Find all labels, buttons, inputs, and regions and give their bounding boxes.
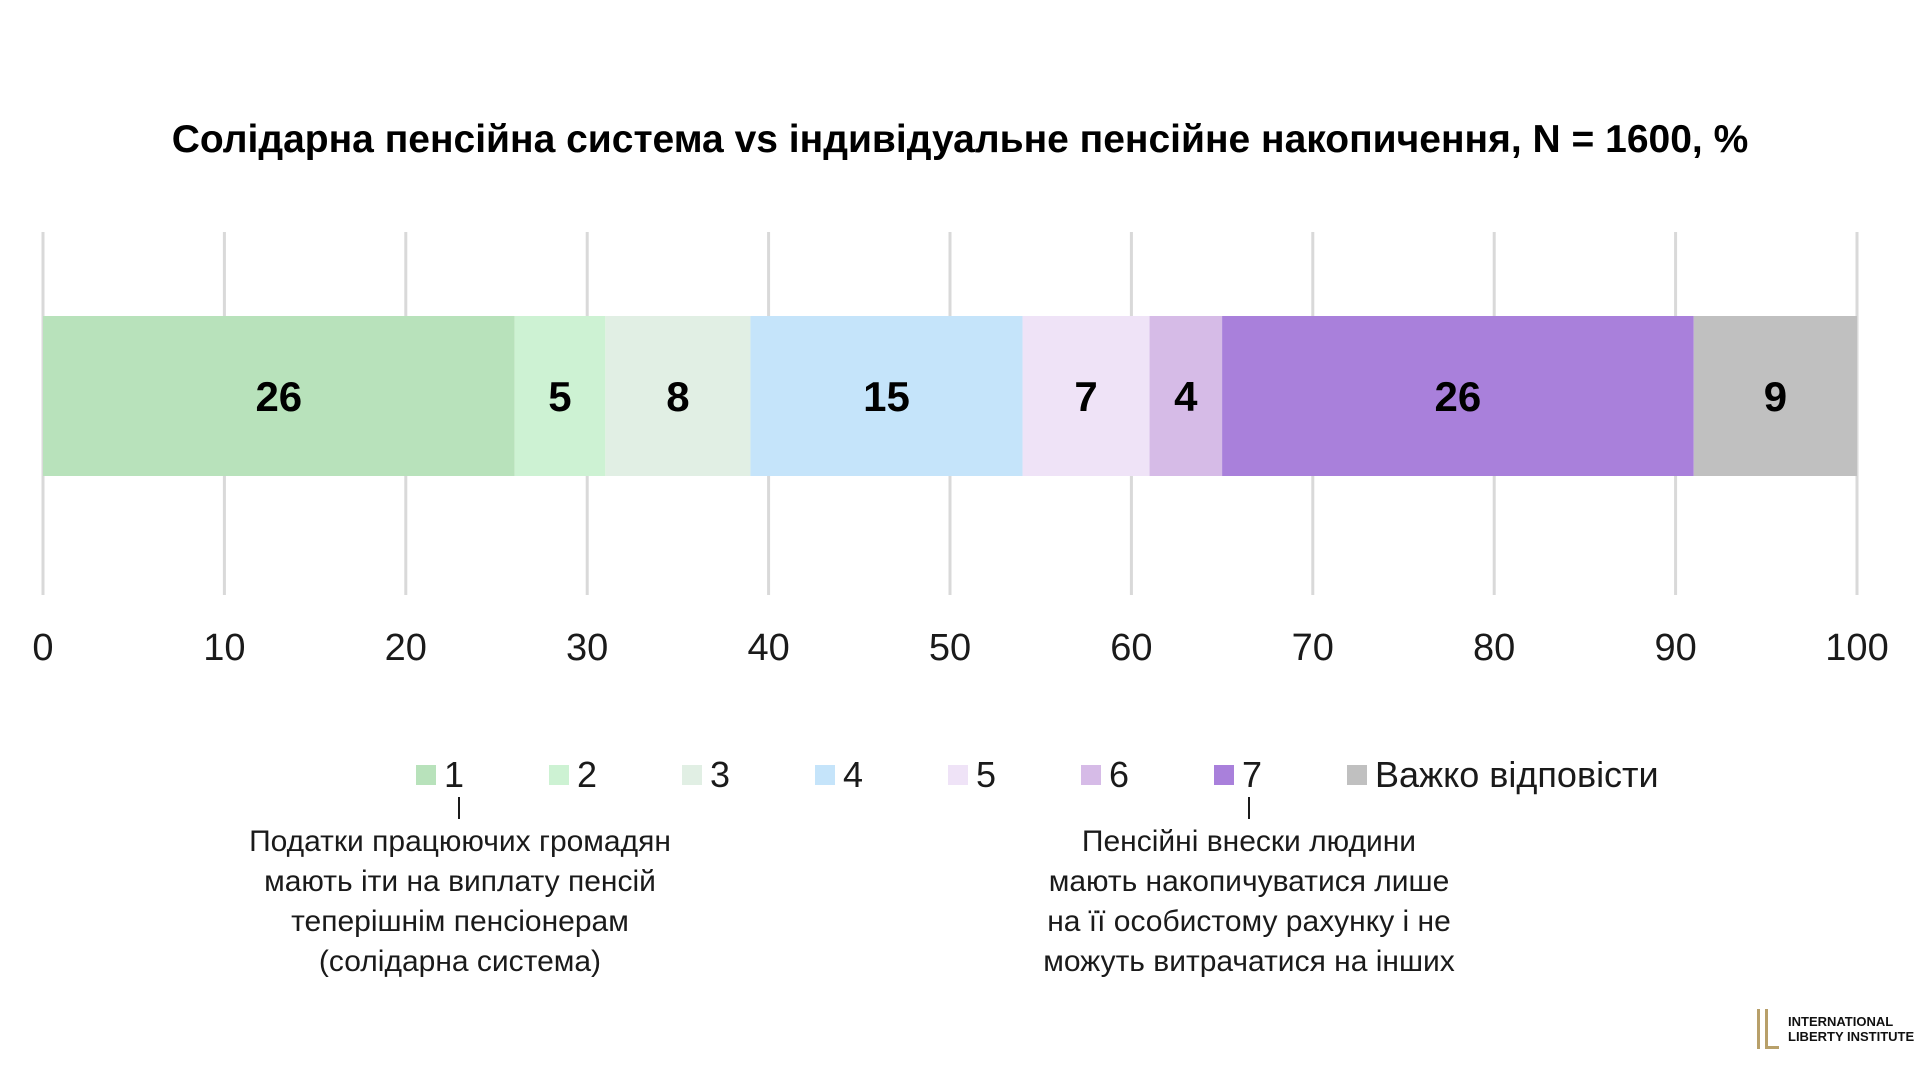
x-tick-label: 40 — [747, 627, 789, 669]
legend-item: 3 — [682, 754, 731, 795]
data-label: 4 — [1174, 373, 1198, 420]
x-tick-label: 20 — [385, 627, 427, 669]
legend-label: 6 — [1109, 754, 1130, 795]
data-label: 15 — [863, 373, 910, 420]
legend-swatch — [416, 765, 436, 785]
legend-label: 2 — [577, 754, 598, 795]
bar-segment-3 — [605, 316, 751, 476]
bar-segment-6 — [1149, 316, 1223, 476]
legend-item: Важко відповісти — [1347, 754, 1659, 795]
right-scale-note: Пенсійні внески людини мають накопичуват… — [969, 822, 1529, 982]
legend-item: 4 — [815, 754, 864, 795]
right-note-line: можуть витрачатися на інших — [1043, 945, 1455, 978]
legend-item: 1 — [416, 754, 465, 795]
right-note-line: мають накопичуватися лише — [1048, 865, 1450, 898]
data-labels: 26 5 8 15 7 4 26 9 — [255, 373, 1787, 420]
data-label: 26 — [1435, 373, 1482, 420]
x-tick-label: 10 — [203, 627, 245, 669]
legend-swatch — [549, 765, 569, 785]
x-tick-label: 90 — [1654, 627, 1696, 669]
data-label: 26 — [255, 373, 302, 420]
logo-mark-icon — [1757, 1009, 1779, 1049]
legend-item: 5 — [948, 754, 997, 795]
legend-swatch — [815, 765, 835, 785]
legend-label: Важко відповісти — [1375, 754, 1659, 795]
left-note-pointer — [458, 797, 460, 819]
bar-segments — [43, 316, 1857, 476]
bar-segment-4 — [750, 316, 1023, 476]
logo: INTERNATIONAL LIBERTY INSTITUTE — [1756, 1008, 1914, 1050]
legend-item: 7 — [1214, 754, 1263, 795]
x-tick-label: 70 — [1292, 627, 1334, 669]
x-tick-label: 100 — [1825, 627, 1888, 669]
legend-label: 7 — [1242, 754, 1263, 795]
legend-label: 3 — [710, 754, 731, 795]
left-note-line: теперішнім пенсіонерам — [291, 905, 629, 938]
data-label: 5 — [548, 373, 571, 420]
legend-swatch — [948, 765, 968, 785]
bar-segment-5 — [1022, 316, 1150, 476]
left-note-line: Податки працюючих громадян — [249, 825, 671, 858]
stacked-bar-chart: 26 5 8 15 7 4 26 9 0 10 20 30 40 50 60 70 80 90 100 — [32, 232, 1889, 669]
left-scale-note: Податки працюючих громадян мають іти на … — [180, 822, 740, 982]
x-tick-label: 80 — [1473, 627, 1515, 669]
x-tick-label: 0 — [32, 627, 53, 669]
left-note-line: мають іти на виплату пенсій — [264, 865, 656, 898]
legend-label: 1 — [444, 754, 465, 795]
legend-swatch — [1081, 765, 1101, 785]
logo-line-2: LIBERTY INSTITUTE — [1788, 1029, 1915, 1044]
legend-item: 6 — [1081, 754, 1130, 795]
data-label: 9 — [1764, 373, 1787, 420]
logo-line-1: INTERNATIONAL — [1788, 1014, 1894, 1029]
legend-swatch — [682, 765, 702, 785]
bar-segment-Важко відповісти — [1693, 316, 1857, 476]
x-tick-label: 60 — [1110, 627, 1152, 669]
bar-segment-7 — [1222, 316, 1694, 476]
data-label: 8 — [666, 373, 689, 420]
x-tick-label: 30 — [566, 627, 608, 669]
bar-segment-1 — [43, 316, 515, 476]
legend-item: 2 — [549, 754, 598, 795]
right-note-line: на її особистому рахунку і не — [1047, 905, 1451, 938]
legend-swatch — [1214, 765, 1234, 785]
right-note-pointer — [1248, 797, 1250, 819]
left-note-line: (солідарна система) — [318, 945, 602, 978]
legend-label: 4 — [843, 754, 864, 795]
legend-swatch — [1347, 765, 1367, 785]
bar-segment-2 — [514, 316, 606, 476]
data-label: 7 — [1074, 373, 1097, 420]
x-tick-label: 50 — [929, 627, 971, 669]
x-axis-ticks: 0 10 20 30 40 50 60 70 80 90 100 — [32, 627, 1888, 669]
legend-label: 5 — [976, 754, 997, 795]
chart-title: Солідарна пенсійна система vs індивідуал… — [171, 118, 1749, 161]
right-note-line: Пенсійні внески людини — [1081, 825, 1417, 858]
